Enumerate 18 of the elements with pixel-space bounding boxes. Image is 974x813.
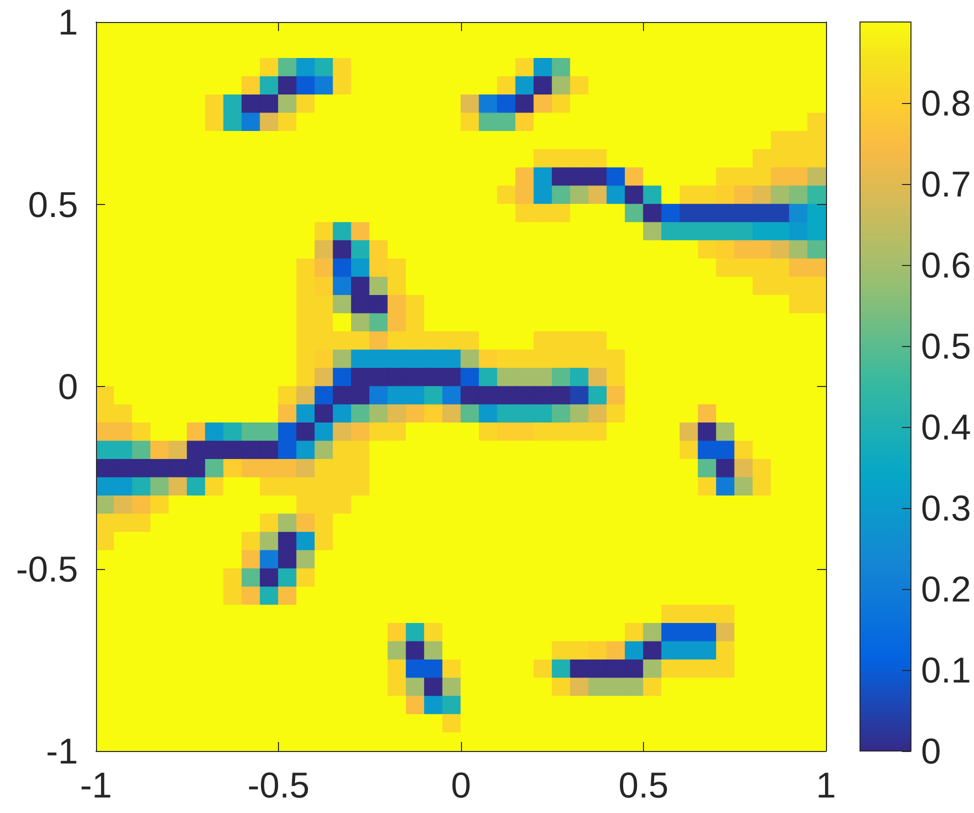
color-bar-label: 0.7 [920, 164, 971, 204]
y-tick-label: 0 [58, 366, 78, 407]
color-bar-label: 0.1 [920, 650, 971, 690]
y-tick-label: -1 [46, 730, 78, 772]
y-tick-label: -0.5 [16, 548, 78, 590]
color-bar-label: 0 [920, 730, 941, 772]
x-tick-label: 0.5 [618, 764, 669, 806]
color-bar-label: 0.8 [920, 82, 971, 124]
color-bar-label: 0.5 [920, 326, 971, 366]
x-tick-label: 0 [450, 764, 472, 806]
x-tick-label: -0.5 [247, 764, 310, 806]
color-bar-label: 0.4 [920, 406, 971, 448]
y-tick-label: 1 [58, 2, 78, 42]
color-bar-label: 0.3 [920, 488, 971, 528]
color-bar-label: 0.6 [920, 244, 971, 286]
y-tick-label: 0.5 [28, 184, 78, 225]
color-bar-label: 0.2 [920, 568, 971, 610]
x-tick-label: 1 [816, 764, 836, 806]
